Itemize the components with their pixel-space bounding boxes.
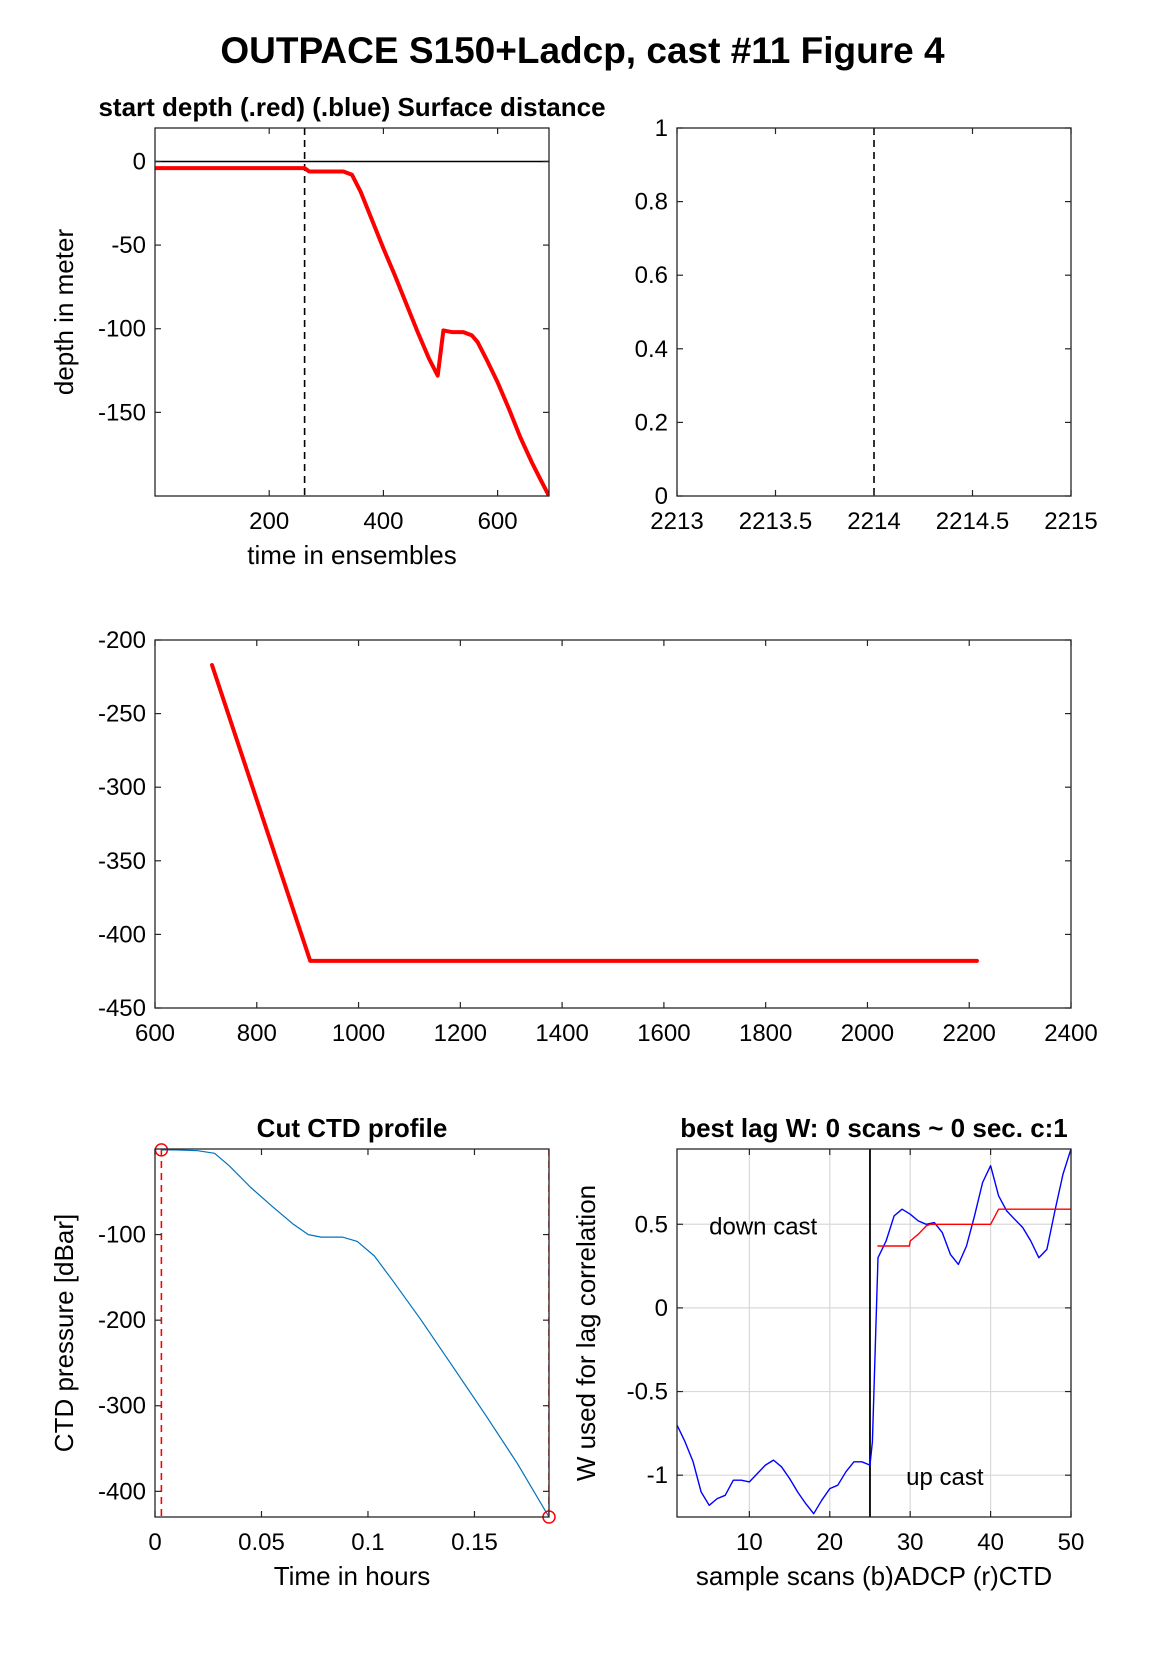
y-tick-label: 1 xyxy=(655,115,668,142)
y-tick-label: 0 xyxy=(133,148,146,175)
plot-p2: 2213 2213.5 2214 2214.5 2215 0 0.2 0.4 0.6 0.8 1 xyxy=(635,115,1098,535)
y-tick-label: 0.5 xyxy=(635,1211,668,1238)
x-tick-label: 600 xyxy=(478,508,518,535)
y-tick-label: -150 xyxy=(98,399,146,426)
x-tick-label: 0.1 xyxy=(351,1529,384,1556)
y-tick-label: 0 xyxy=(655,1295,668,1322)
x-tick-label: 2200 xyxy=(943,1020,996,1047)
x-tick-label: 2400 xyxy=(1044,1020,1097,1047)
plot-area xyxy=(677,1149,1071,1517)
y-tick-label: -200 xyxy=(98,627,146,654)
y-tick-label: 0.2 xyxy=(635,409,668,436)
x-axis-label: time in ensembles xyxy=(247,540,457,570)
series-line-0 xyxy=(677,1149,1071,1515)
plot-data xyxy=(210,663,979,963)
y-tick-label: -400 xyxy=(98,921,146,948)
x-tick-label: 800 xyxy=(237,1020,277,1047)
plot-title: Cut CTD profile xyxy=(257,1113,448,1143)
x-tick-label: 200 xyxy=(249,508,289,535)
x-tick-label: 2214.5 xyxy=(936,508,1009,535)
x-tick-label: 2214 xyxy=(847,508,900,535)
y-tick-label: 0.4 xyxy=(635,336,668,363)
y-axis-label: depth in meter xyxy=(49,229,79,396)
plot-p4: 0 0.05 0.1 0.15 -100 -200 -300 -400 Cut CTD prof… xyxy=(49,1113,556,1591)
series-line-0 xyxy=(155,166,549,496)
x-tick-label: 2000 xyxy=(841,1020,894,1047)
plot-area xyxy=(155,1149,549,1517)
plot-frame xyxy=(154,1148,550,1518)
plot-title: start depth (.red) (.blue) Surface dista… xyxy=(98,92,605,122)
y-tick-label: -300 xyxy=(98,774,146,801)
x-tick-label: 1000 xyxy=(332,1020,385,1047)
plot-area xyxy=(155,640,1071,1008)
series-line-0 xyxy=(160,1149,549,1517)
plot-p5: 10 20 30 40 50 -1 -0.5 0 0.5 best lag W: 0 scans … xyxy=(571,1113,1084,1591)
x-tick-label: 400 xyxy=(363,508,403,535)
x-tick-label: 30 xyxy=(897,1529,924,1556)
plot-frame xyxy=(154,127,550,497)
x-tick-label: 0 xyxy=(148,1529,161,1556)
series-line-1 xyxy=(877,1208,1071,1247)
plot-data xyxy=(677,1149,1071,1517)
y-tick-label: -200 xyxy=(98,1307,146,1334)
y-tick-label: 0 xyxy=(655,483,668,510)
x-tick-label: 0.05 xyxy=(238,1529,285,1556)
x-tick-label: 1400 xyxy=(535,1020,588,1047)
plot-frame xyxy=(154,639,1072,1009)
plot-annotation: down cast xyxy=(709,1213,817,1240)
y-axis-label: W used for lag correlation xyxy=(571,1185,601,1481)
x-axis-label: sample scans (b)ADCP (r)CTD xyxy=(696,1561,1052,1591)
x-tick-label: 2213.5 xyxy=(739,508,812,535)
y-tick-label: 0.8 xyxy=(635,189,668,216)
x-tick-label: 40 xyxy=(977,1529,1004,1556)
x-tick-label: 1600 xyxy=(637,1020,690,1047)
plot-area xyxy=(155,128,549,496)
plot-annotation: up cast xyxy=(906,1464,984,1491)
series-line-0 xyxy=(210,663,979,963)
y-axis-label: CTD pressure [dBar] xyxy=(49,1214,79,1452)
x-tick-label: 2213 xyxy=(650,508,703,535)
y-tick-label: -100 xyxy=(98,1222,146,1249)
y-tick-label: -300 xyxy=(98,1393,146,1420)
y-tick-label: -1 xyxy=(647,1462,668,1489)
x-tick-label: 10 xyxy=(736,1529,763,1556)
y-tick-label: -100 xyxy=(98,316,146,343)
x-tick-label: 600 xyxy=(135,1020,175,1047)
plot-frame xyxy=(676,1148,1072,1518)
x-axis-label: Time in hours xyxy=(274,1561,431,1591)
plot-data xyxy=(160,1149,549,1517)
plot-title: best lag W: 0 scans ~ 0 sec. c:1 xyxy=(680,1113,1068,1143)
figure-title: OUTPACE S150+Ladcp, cast #11 Figure 4 xyxy=(220,30,945,71)
x-tick-label: 1800 xyxy=(739,1020,792,1047)
y-tick-label: -50 xyxy=(111,232,146,259)
y-tick-label: -450 xyxy=(98,995,146,1022)
x-tick-label: 1200 xyxy=(434,1020,487,1047)
y-tick-label: -0.5 xyxy=(627,1379,668,1406)
x-tick-label: 0.15 xyxy=(451,1529,498,1556)
y-tick-label: 0.6 xyxy=(635,262,668,289)
plot-p1: 200 400 600 0 -50 -100 -150 start depth (.red) … xyxy=(49,92,606,570)
y-tick-label: -250 xyxy=(98,701,146,728)
plot-data xyxy=(155,128,549,496)
x-tick-label: 20 xyxy=(816,1529,843,1556)
y-tick-label: -400 xyxy=(98,1478,146,1505)
y-tick-label: -350 xyxy=(98,848,146,875)
plot-p3: 600 800 1000 1200 1400 1600 1800 2000 2200 2400 -2… xyxy=(98,627,1098,1047)
x-tick-label: 50 xyxy=(1058,1529,1085,1556)
x-tick-label: 2215 xyxy=(1044,508,1097,535)
